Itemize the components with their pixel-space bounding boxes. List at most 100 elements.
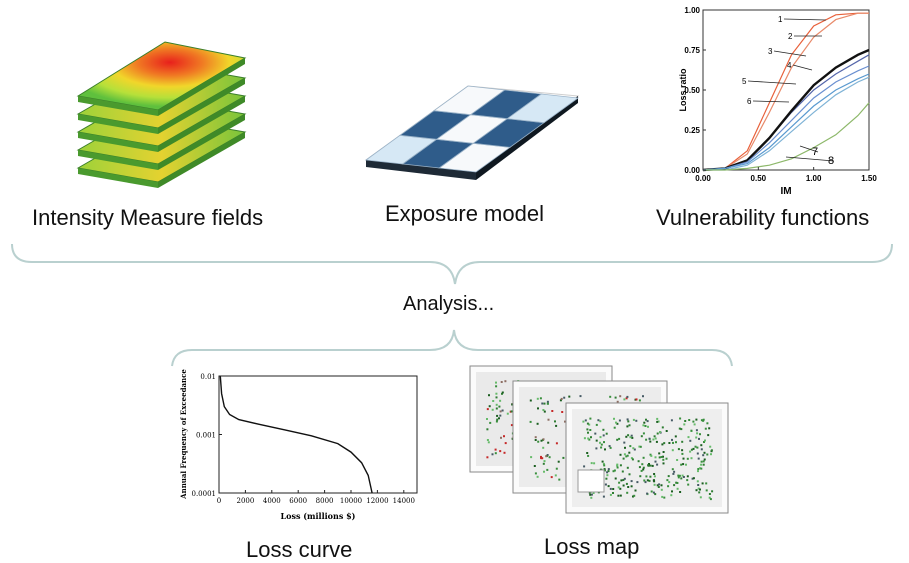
vulnerability-xtick-label: 1.00 [806, 174, 822, 183]
map-building-dot [546, 468, 549, 471]
map-building-dot [604, 483, 607, 486]
map-building-dot [677, 448, 680, 451]
map-building-dot [614, 477, 617, 480]
map-building-dot [599, 436, 602, 439]
map-building-dot [618, 437, 621, 440]
map-building-dot [707, 434, 710, 437]
map-building-dot [656, 432, 659, 435]
map-building-dot [486, 439, 489, 441]
map-building-dot [636, 481, 639, 484]
map-building-dot [486, 418, 488, 420]
exposure-tiles [364, 85, 580, 173]
map-building-dot [671, 449, 674, 452]
map-building-dot [705, 489, 708, 492]
map-building-dot [496, 414, 499, 417]
map-building-dot [550, 476, 553, 479]
map-building-dot [488, 394, 490, 397]
map-building-dot [686, 479, 689, 482]
map-building-dot [678, 474, 681, 477]
vulnerability-xlabel: IM [780, 186, 791, 197]
map-building-dot [659, 431, 661, 433]
map-building-dot [653, 435, 656, 438]
map-building-dot [602, 434, 605, 437]
map-building-dot [587, 454, 590, 457]
map-building-dot [612, 488, 615, 490]
map-building-dot [663, 496, 666, 499]
map-building-dot [486, 408, 489, 411]
map-building-dot [695, 489, 698, 492]
map-building-dot [495, 381, 497, 384]
map-building-dot [609, 446, 612, 449]
map-building-dot [534, 436, 537, 439]
map-building-dot [616, 464, 619, 467]
map-building-dot [648, 437, 651, 440]
map-building-dot [633, 494, 636, 497]
map-building-dot [641, 463, 644, 466]
map-building-dot [696, 452, 699, 455]
map-building-dot [634, 489, 637, 492]
map-building-dot [546, 402, 549, 405]
map-building-dot [632, 495, 634, 498]
map-building-dot [560, 397, 563, 400]
map-building-dot [656, 417, 659, 420]
map-building-dot [583, 437, 586, 440]
map-building-dot [685, 463, 687, 466]
map-building-dot [501, 392, 503, 395]
map-building-dot [677, 476, 680, 479]
map-building-dot [700, 463, 703, 466]
map-building-dot [699, 433, 701, 436]
map-building-dot [545, 455, 548, 458]
map-building-dot [619, 494, 622, 497]
loss-ytick-label: 0.01 [200, 373, 216, 381]
map-building-dot [649, 464, 652, 467]
map-building-dot [588, 423, 591, 426]
map-building-dot [510, 410, 513, 413]
loss-curve-frame [218, 375, 418, 494]
map-building-dot [601, 460, 604, 463]
map-building-dot [708, 496, 711, 499]
map-building-dot [654, 460, 657, 463]
map-building-dot [542, 438, 545, 441]
map-building-dot [537, 407, 539, 410]
map-building-dot [547, 441, 550, 444]
map-building-dot [543, 402, 546, 405]
map-building-dot [592, 492, 595, 494]
map-building-dot [488, 405, 491, 408]
map-building-dot [616, 422, 619, 425]
vulnerability-xtick-label: 0.50 [751, 174, 767, 183]
map-building-dot [671, 490, 673, 493]
loss-xtick-label: 12000 [366, 497, 388, 505]
map-building-dot [662, 462, 665, 465]
map-building-dot [644, 425, 647, 427]
map-building-dot [709, 445, 712, 448]
map-building-dot [656, 463, 659, 466]
map-building-dot [623, 441, 626, 444]
vulnerability-ytick-label: 1.00 [684, 6, 700, 15]
map-building-dot [617, 494, 620, 497]
map-building-dot [667, 485, 670, 488]
map-building-dot [536, 397, 539, 400]
map-building-dot [703, 441, 705, 443]
map-building-dot [613, 417, 615, 420]
map-building-dot [695, 436, 698, 439]
map-building-dot [606, 474, 609, 477]
map-building-dot [645, 418, 647, 421]
map-building-dot [510, 424, 513, 427]
map-building-dot [696, 480, 699, 483]
map-building-dot [494, 452, 497, 455]
map-building-dot [586, 428, 589, 431]
map-building-dot [605, 477, 608, 480]
map-building-dot [604, 448, 606, 451]
map-building-dot [496, 418, 499, 421]
exposure-model-label: Exposure model [385, 201, 544, 226]
map-building-dot [495, 420, 498, 423]
map-building-dot [626, 418, 629, 421]
map-building-dot [530, 456, 533, 459]
map-building-dot [594, 432, 597, 435]
map-building-dot [642, 466, 645, 469]
loss-map-legend [577, 469, 605, 493]
map-building-dot [533, 465, 536, 467]
map-building-dot [643, 421, 646, 424]
